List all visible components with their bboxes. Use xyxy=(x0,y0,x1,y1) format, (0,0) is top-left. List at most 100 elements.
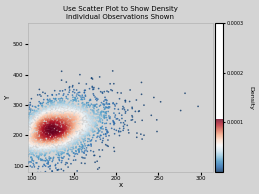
Point xyxy=(29,160,33,164)
Point xyxy=(63,112,67,115)
Point xyxy=(46,127,51,130)
Point xyxy=(97,117,102,120)
Point xyxy=(39,114,43,117)
Point xyxy=(52,124,56,127)
Point xyxy=(59,150,63,153)
Point xyxy=(37,165,41,168)
Point xyxy=(46,120,50,123)
Point xyxy=(20,144,24,147)
Point xyxy=(51,103,55,106)
Point xyxy=(96,168,100,171)
Point xyxy=(31,118,35,121)
Point xyxy=(48,151,52,154)
Point xyxy=(45,132,49,135)
Point xyxy=(67,126,71,129)
Point xyxy=(69,116,73,119)
Point xyxy=(55,117,60,120)
Point xyxy=(50,94,54,97)
Point xyxy=(49,125,53,128)
Point xyxy=(59,168,63,171)
Point xyxy=(76,113,81,116)
Point xyxy=(51,130,55,133)
Point xyxy=(57,154,62,157)
Point xyxy=(27,127,31,130)
Point xyxy=(111,120,115,123)
Point xyxy=(92,109,96,112)
Point xyxy=(2,134,6,137)
Point xyxy=(53,130,57,133)
Point xyxy=(50,120,54,124)
Point xyxy=(40,129,45,132)
Point xyxy=(50,116,54,120)
Point xyxy=(106,131,110,134)
Point xyxy=(134,98,139,101)
Point xyxy=(59,120,63,123)
Point xyxy=(101,139,105,142)
Point xyxy=(83,126,87,129)
Point xyxy=(75,114,79,118)
Point xyxy=(42,111,46,114)
Point xyxy=(61,129,66,132)
Point xyxy=(89,143,93,146)
Point xyxy=(81,112,85,115)
Point xyxy=(87,131,91,134)
Point xyxy=(67,114,71,117)
Point xyxy=(27,133,32,137)
Point xyxy=(117,129,121,133)
Point xyxy=(10,148,14,151)
Point xyxy=(66,112,70,115)
Point xyxy=(63,122,68,125)
Point xyxy=(107,116,111,120)
Y-axis label: Density: Density xyxy=(248,86,253,110)
Point xyxy=(40,111,44,114)
Point xyxy=(90,123,95,126)
Point xyxy=(36,134,40,137)
Point xyxy=(22,154,26,157)
Point xyxy=(39,127,43,131)
Point xyxy=(63,140,67,144)
Point xyxy=(73,141,77,144)
Point xyxy=(20,139,24,142)
Point xyxy=(70,108,74,111)
Point xyxy=(81,105,85,108)
Point xyxy=(46,138,50,141)
Point xyxy=(47,143,51,146)
Point xyxy=(76,143,80,146)
Point xyxy=(58,140,62,143)
Point xyxy=(57,135,61,138)
Point xyxy=(72,122,76,125)
Point xyxy=(60,104,64,107)
Point xyxy=(55,138,60,141)
Point xyxy=(39,158,43,161)
Point xyxy=(67,104,71,107)
Point xyxy=(18,125,23,128)
Point xyxy=(24,113,28,116)
Point xyxy=(72,133,76,137)
Point xyxy=(59,129,63,132)
Point xyxy=(73,133,77,136)
Point xyxy=(37,113,41,116)
Point xyxy=(52,145,56,148)
Point xyxy=(43,136,47,139)
Point xyxy=(49,143,53,146)
Point xyxy=(91,128,95,131)
Point xyxy=(55,133,60,136)
Point xyxy=(80,115,84,118)
Point xyxy=(37,121,41,124)
Point xyxy=(113,107,117,110)
Point xyxy=(68,114,72,118)
Point xyxy=(54,127,58,130)
Point xyxy=(5,132,10,135)
Point xyxy=(65,120,69,123)
Point xyxy=(12,138,16,141)
Point xyxy=(51,135,55,139)
Point xyxy=(94,113,98,116)
Point xyxy=(60,120,64,124)
Point xyxy=(60,127,64,131)
Point xyxy=(83,124,87,127)
Point xyxy=(30,126,34,129)
Point xyxy=(68,137,72,140)
Point xyxy=(61,134,65,137)
Point xyxy=(42,126,46,129)
Point xyxy=(39,157,43,160)
